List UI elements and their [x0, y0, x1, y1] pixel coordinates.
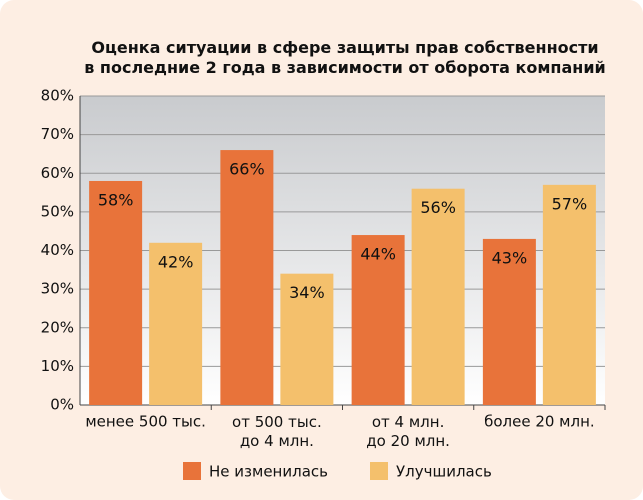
bar: [482, 238, 536, 405]
y-tick-label: 30%: [41, 280, 74, 298]
y-tick-label: 10%: [41, 357, 74, 375]
legend-swatch: [370, 462, 388, 480]
y-tick-label: 60%: [41, 164, 74, 182]
bar: [542, 184, 596, 405]
chart-title: Оценка ситуации в сфере защиты прав собс…: [84, 38, 606, 77]
y-tick-label: 50%: [41, 202, 74, 220]
bar: [89, 180, 143, 405]
x-tick-label: от 500 тыс. до 4 млн.: [232, 413, 322, 450]
value-label: 43%: [492, 248, 528, 267]
legend-label: Не изменилась: [209, 463, 328, 481]
bar: [411, 188, 465, 405]
value-label: 42%: [158, 252, 194, 271]
bar: [220, 150, 274, 405]
y-tick-label: 20%: [41, 318, 74, 336]
value-label: 66%: [229, 160, 265, 179]
x-tick-label: более 20 млн.: [484, 413, 595, 431]
bar: [149, 242, 203, 405]
y-tick-label: 0%: [50, 396, 74, 414]
value-label: 56%: [420, 198, 456, 217]
value-label: 57%: [552, 194, 588, 213]
value-label: 44%: [360, 245, 396, 264]
bar: [351, 235, 405, 405]
legend-swatch: [183, 462, 201, 480]
y-tick-label: 80%: [41, 87, 74, 105]
x-tick-label: менее 500 тыс.: [85, 413, 206, 431]
value-label: 58%: [98, 190, 134, 209]
y-tick-label: 70%: [41, 125, 74, 143]
legend-label: Улучшилась: [396, 463, 492, 481]
bar: [280, 273, 334, 405]
x-tick-label: от 4 млн. до 20 млн.: [366, 413, 450, 450]
value-label: 34%: [289, 283, 325, 302]
y-tick-label: 40%: [41, 241, 74, 259]
